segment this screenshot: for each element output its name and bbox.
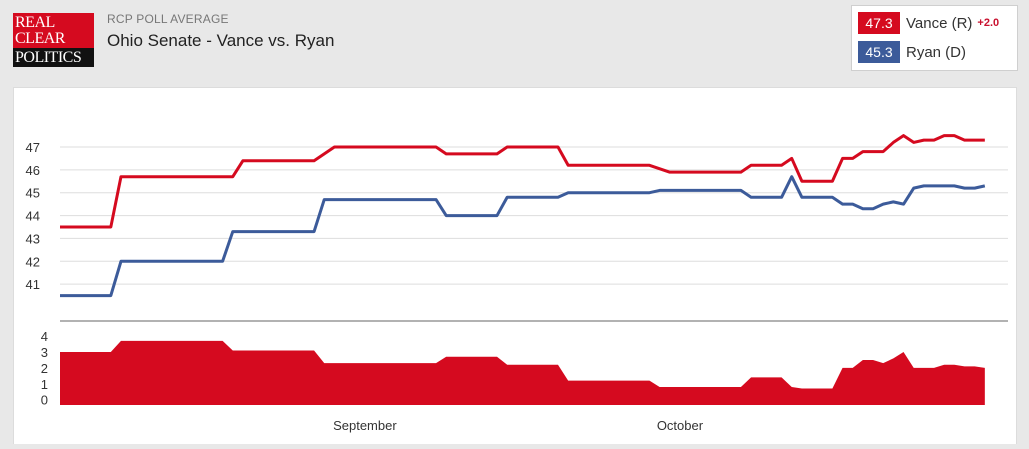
- series-line-vance: [60, 134, 985, 229]
- y-tick-label-44: 44: [26, 209, 40, 224]
- x-tick-label-september: September: [333, 418, 397, 433]
- logo-text-real: REAL: [15, 14, 55, 31]
- spread-y-tick-label-3: 3: [41, 345, 48, 360]
- legend-item-vance[interactable]: 47.3 Vance (R) +2.0: [858, 12, 999, 34]
- logo-text-clear: CLEAR: [15, 30, 65, 47]
- y-tick-label-45: 45: [26, 186, 40, 201]
- y-tick-label-46: 46: [26, 163, 40, 178]
- spread-area: [60, 340, 985, 405]
- chart-header: REAL CLEAR POLITICS RCP POLL AVERAGE Ohi…: [0, 0, 1029, 82]
- spread-y-tick-label-4: 4: [41, 329, 48, 344]
- y-tick-label-47: 47: [26, 140, 40, 155]
- y-tick-label-42: 42: [26, 254, 40, 269]
- y-tick-label-43: 43: [26, 231, 40, 246]
- chart-title: Ohio Senate - Vance vs. Ryan: [107, 31, 335, 50]
- legend-value-ryan: 45.3: [858, 41, 900, 63]
- y-tick-label-41: 41: [26, 277, 40, 292]
- rcp-logo[interactable]: REAL CLEAR POLITICS: [13, 13, 94, 67]
- spread-y-tick-label-1: 1: [41, 377, 48, 392]
- legend-item-ryan[interactable]: 45.3 Ryan (D): [858, 41, 966, 63]
- legend-spread: +2.0: [977, 17, 1000, 29]
- spread-y-tick-label-0: 0: [41, 393, 48, 408]
- logo-text-politics: POLITICS: [15, 49, 82, 66]
- legend-label-ryan: Ryan (D): [906, 43, 967, 61]
- logo-band: [13, 48, 94, 67]
- chart-supertitle: RCP POLL AVERAGE: [107, 12, 229, 26]
- chart-area: 41 42 43 44 45 46 47 0 1 2 3 4 September October: [13, 87, 1017, 444]
- spread-y-tick-label-2: 2: [41, 361, 48, 376]
- legend-value-vance: 47.3: [858, 12, 900, 34]
- series-line-ryan: [60, 175, 986, 298]
- x-tick-label-october: October: [657, 418, 704, 433]
- legend-label-vance: Vance (R): [906, 14, 973, 32]
- legend: 47.3 Vance (R) +2.0 45.3 Ryan (D): [851, 5, 1018, 71]
